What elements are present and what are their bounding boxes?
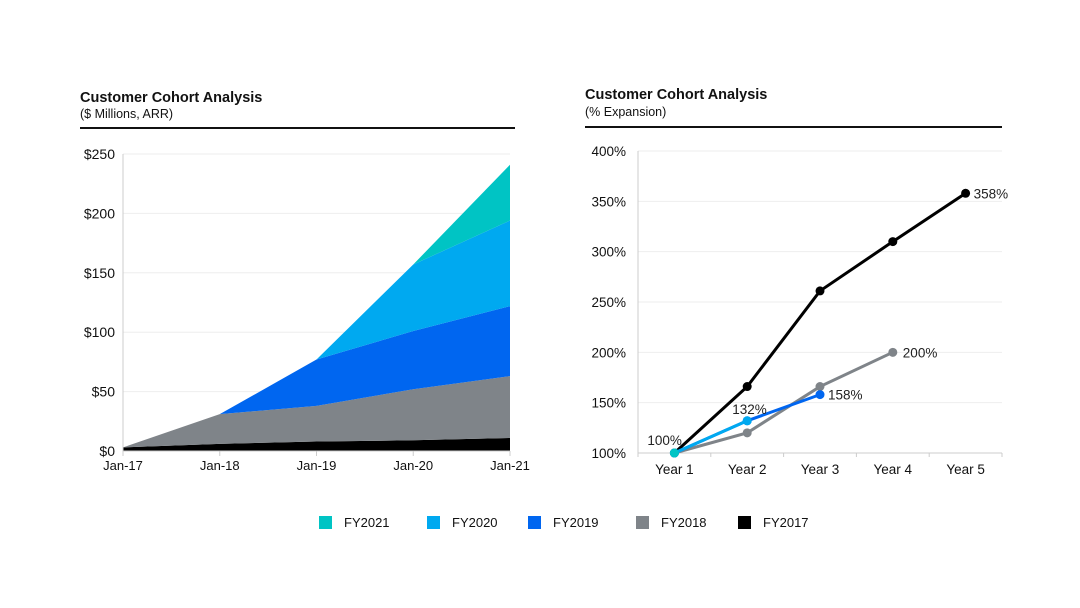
- x-tick-label: Jan-20: [393, 458, 433, 473]
- line-fy2018: [674, 350, 894, 455]
- right-chart-title: Customer Cohort Analysis: [585, 87, 768, 103]
- x-tick-label: Year 5: [946, 462, 985, 477]
- point-fy2018: [742, 428, 752, 438]
- x-tick-label: Year 3: [801, 462, 840, 477]
- y-tick-label: $250: [84, 146, 115, 162]
- legend-item-fy2020: FY2020: [427, 515, 498, 530]
- legend-swatch: [636, 516, 649, 529]
- point-fy2021: [669, 448, 679, 458]
- x-tick-label: Jan-17: [103, 458, 143, 473]
- y-tick-label: $0: [99, 443, 115, 459]
- legend-label: FY2019: [553, 515, 599, 530]
- line-fy2017: [673, 192, 967, 455]
- x-tick-label: Jan-18: [200, 458, 240, 473]
- area-fy2017: [123, 437, 510, 451]
- point-fy2020: [742, 416, 752, 426]
- legend-swatch: [528, 516, 541, 529]
- legend-swatch: [427, 516, 440, 529]
- legend-swatch: [319, 516, 332, 529]
- y-tick-label: 300%: [591, 245, 626, 260]
- area-fy2020: [123, 220, 510, 448]
- legend-item-fy2019: FY2019: [528, 515, 599, 530]
- data-label: 158%: [828, 388, 863, 403]
- legend-label: FY2018: [661, 515, 707, 530]
- x-tick-label: Year 1: [655, 462, 694, 477]
- y-tick-label: $150: [84, 265, 115, 281]
- line-fy2020: [673, 419, 748, 455]
- y-tick-label: 350%: [591, 194, 626, 209]
- point-fy2017: [888, 237, 898, 247]
- x-tick-label: Year 4: [874, 462, 913, 477]
- y-tick-label: 250%: [591, 295, 626, 310]
- right-title-rule: [585, 126, 1002, 128]
- x-tick-label: Year 2: [728, 462, 767, 477]
- legend-item-fy2018: FY2018: [636, 515, 707, 530]
- left-chart-title: Customer Cohort Analysis: [80, 90, 263, 106]
- x-tick-label: Jan-19: [297, 458, 337, 473]
- y-tick-label: 200%: [591, 345, 626, 360]
- y-tick-label: 150%: [591, 396, 626, 411]
- legend-swatch: [738, 516, 751, 529]
- point-fy2018: [815, 382, 825, 392]
- y-tick-label: $50: [92, 384, 116, 400]
- area-fy2019: [123, 306, 510, 448]
- data-label: 132%: [732, 402, 767, 417]
- legend-item-fy2017: FY2017: [738, 515, 809, 530]
- left-chart-subtitle: ($ Millions, ARR): [80, 107, 174, 121]
- left-title-rule: [80, 127, 515, 129]
- y-tick-label: $100: [84, 324, 115, 340]
- data-label: 200%: [903, 345, 938, 360]
- point-fy2017: [961, 188, 971, 198]
- legend-label: FY2021: [344, 515, 390, 530]
- area-fy2018: [123, 376, 510, 448]
- point-fy2017: [815, 286, 825, 296]
- legend-label: FY2020: [452, 515, 498, 530]
- data-label: 358%: [974, 186, 1009, 201]
- y-tick-label: $200: [84, 205, 115, 221]
- point-fy2018: [888, 347, 898, 357]
- y-tick-label: 400%: [591, 144, 626, 159]
- legend-item-fy2021: FY2021: [319, 515, 390, 530]
- x-tick-label: Jan-21: [490, 458, 530, 473]
- y-tick-label: 100%: [591, 446, 626, 461]
- point-fy2019: [815, 390, 825, 400]
- right-chart-subtitle: (% Expansion): [585, 105, 667, 119]
- data-label: 100%: [647, 433, 682, 448]
- legend-label: FY2017: [763, 515, 809, 530]
- legend: FY2021 FY2020 FY2019 FY2018 FY2017: [0, 515, 1080, 535]
- point-fy2017: [742, 382, 752, 392]
